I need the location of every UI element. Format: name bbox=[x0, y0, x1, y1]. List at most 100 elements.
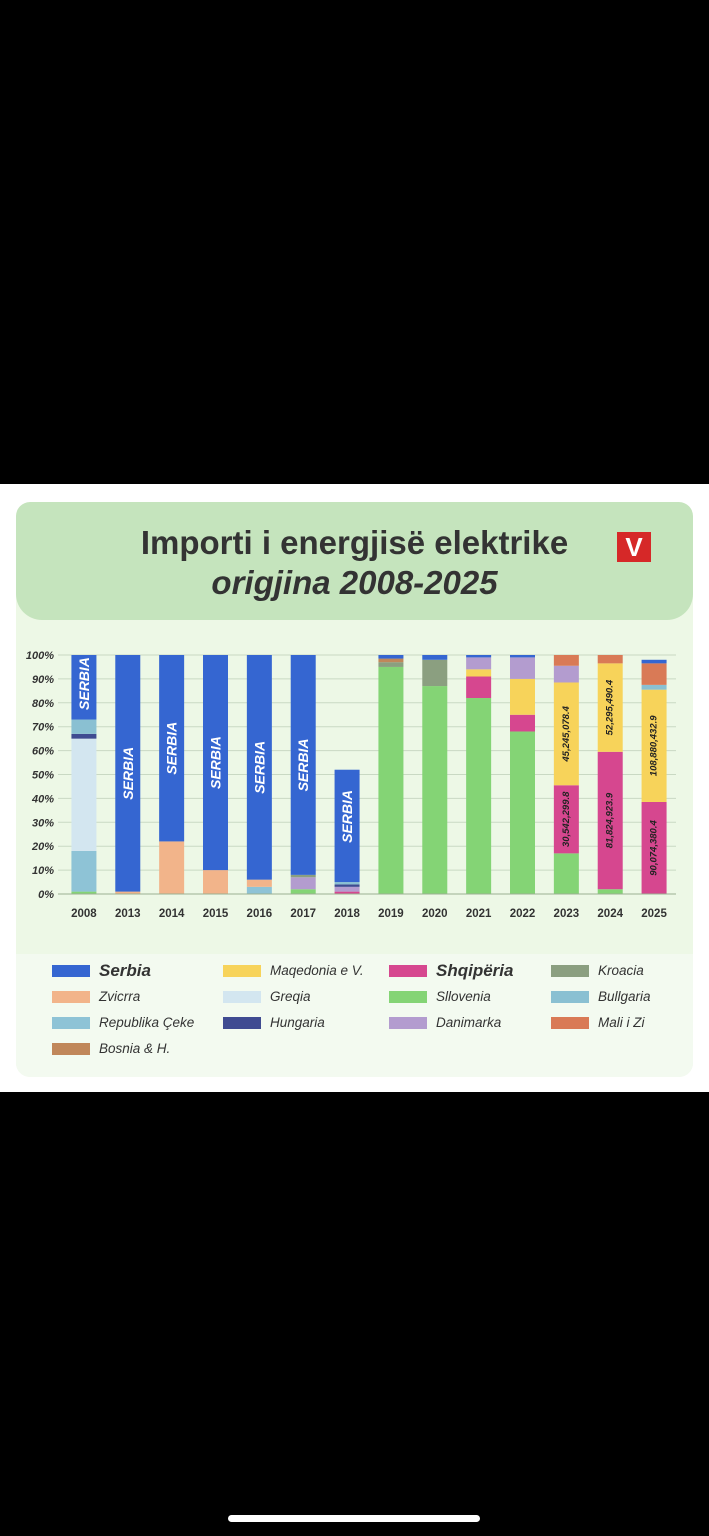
header-banner: Importi i energjisë elektrike origjina 2… bbox=[16, 502, 693, 620]
bar-segment-danimarka bbox=[290, 877, 316, 890]
y-tick-label: 0% bbox=[38, 889, 54, 901]
stacked-bar-chart: 0% 10% 20% 30% 40% 50% 60% 70% 80% 90% 100% 2008 201… bbox=[26, 650, 676, 920]
x-tick-label: 2021 bbox=[466, 908, 492, 920]
legend-swatch bbox=[389, 965, 427, 977]
bar-segment-slovenia bbox=[597, 889, 623, 894]
brand-logo: V bbox=[617, 532, 651, 562]
x-tick-label: 2013 bbox=[115, 908, 141, 920]
value-annotation: 45,245,078.4 bbox=[561, 705, 572, 762]
legend-label: Republika Çeke bbox=[99, 1015, 195, 1030]
legend: Serbia Maqedonia e V. Shqipëria Kroacia Zvic… bbox=[16, 954, 693, 1077]
bar-segment-greqia bbox=[71, 738, 97, 851]
legend-label: Bullgaria bbox=[598, 989, 651, 1004]
bar-segment-maqedonia-e-v- bbox=[597, 663, 623, 752]
bar-segment-maqedonia-e-v- bbox=[510, 678, 535, 715]
bar-segment-bullgaria bbox=[71, 719, 97, 734]
bar-segment-zvicrra bbox=[159, 841, 185, 894]
legend-label: Greqia bbox=[270, 989, 311, 1004]
bar-segment-danimarka bbox=[510, 657, 535, 679]
y-tick-label: 60% bbox=[32, 746, 54, 758]
y-tick-label: 90% bbox=[32, 674, 54, 686]
bar-segment-maqedonia-e-v- bbox=[466, 669, 492, 677]
y-tick-label: 70% bbox=[32, 722, 54, 734]
legend-swatch bbox=[551, 1017, 589, 1029]
bar-segment-mali-i-zi bbox=[553, 655, 579, 666]
legend-swatch bbox=[52, 1017, 90, 1029]
bar-segment-danimarka bbox=[334, 886, 360, 892]
x-tick-label: 2023 bbox=[554, 908, 580, 920]
chart-panel: Importi i energjisë elektrike origjina 2… bbox=[16, 502, 693, 1077]
bar-segment-republika-eke bbox=[71, 850, 97, 892]
chart-subtitle: origjina 2008-2025 bbox=[211, 564, 498, 601]
legend-swatch bbox=[389, 1017, 427, 1029]
bar-segment-serbia bbox=[378, 655, 404, 659]
bar-segment-serbia bbox=[203, 655, 228, 871]
bar-segment-mali-i-zi bbox=[641, 663, 667, 685]
legend-label: Serbia bbox=[99, 961, 151, 980]
bar-segment-bullgaria bbox=[641, 684, 667, 690]
bar-segment-shqip-ria bbox=[641, 801, 667, 894]
y-tick-label: 80% bbox=[32, 698, 54, 710]
x-tick-label: 2025 bbox=[641, 908, 667, 920]
bar-segment-zvicrra bbox=[246, 879, 272, 887]
x-tick-label: 2016 bbox=[247, 908, 273, 920]
legend-label: Kroacia bbox=[598, 963, 644, 978]
x-tick-label: 2024 bbox=[597, 908, 623, 920]
legend-label: Hungaria bbox=[270, 1015, 325, 1030]
bar-segment-shqip-ria bbox=[553, 785, 579, 854]
bar-segment-zvicrra bbox=[203, 870, 228, 894]
bar-segment-serbia bbox=[159, 655, 185, 842]
bar-segment-slovenia bbox=[422, 686, 448, 894]
value-annotation: 81,824,923.9 bbox=[605, 792, 616, 848]
value-annotation: 30,542,299.8 bbox=[561, 791, 572, 847]
bar-segment-kroacia bbox=[290, 874, 316, 878]
legend-swatch bbox=[52, 965, 90, 977]
serbia-bar-label: SERBIA bbox=[208, 736, 224, 789]
y-tick-label: 100% bbox=[26, 650, 54, 662]
x-tick-label: 2008 bbox=[71, 908, 97, 920]
serbia-bar-label: SERBIA bbox=[251, 741, 267, 794]
y-tick-label: 50% bbox=[32, 770, 54, 782]
legend-label: Maqedonia e V. bbox=[270, 963, 364, 978]
y-tick-label: 10% bbox=[32, 865, 54, 877]
bar-segment-serbia bbox=[71, 655, 97, 720]
bar-segment-serbia bbox=[246, 655, 272, 880]
serbia-bar-label: SERBIA bbox=[120, 747, 136, 800]
value-annotation: 90,074,380.4 bbox=[649, 820, 660, 876]
bar-segment-serbia bbox=[115, 655, 141, 892]
home-indicator[interactable] bbox=[228, 1515, 480, 1522]
y-tick-label: 30% bbox=[32, 817, 54, 829]
bar-segment-kroacia bbox=[378, 662, 404, 667]
bar-segment-serbia bbox=[641, 659, 667, 664]
bar-segment-slovenia bbox=[553, 853, 579, 894]
bar-segment-zvicrra bbox=[115, 891, 141, 894]
y-tick-label: 20% bbox=[31, 841, 54, 853]
value-annotation: 108,880,432.9 bbox=[649, 715, 660, 776]
bar-segment-slovenia bbox=[466, 698, 492, 894]
bar-segment-serbia bbox=[422, 655, 448, 660]
bar-segment-slovenia bbox=[290, 889, 316, 894]
legend-label: Shqipëria bbox=[436, 961, 514, 980]
bar-segment-hungaria bbox=[334, 884, 360, 887]
legend-label: Danimarka bbox=[436, 1015, 502, 1030]
bar-segment-kroacia bbox=[422, 659, 448, 687]
bar-segment-mali-i-zi bbox=[597, 655, 623, 664]
value-annotation: 52,295,490.4 bbox=[605, 679, 616, 735]
legend-swatch bbox=[551, 991, 589, 1003]
x-tick-label: 2022 bbox=[510, 908, 536, 920]
bar-segment-shqip-ria bbox=[466, 676, 492, 699]
legend-swatch bbox=[52, 991, 90, 1003]
infographic-card: Importi i energjisë elektrike origjina 2… bbox=[0, 484, 709, 1092]
legend-swatch bbox=[52, 1043, 90, 1055]
chart-title: Importi i energjisë elektrike bbox=[140, 524, 569, 561]
bar-segment-slovenia bbox=[378, 666, 404, 894]
x-tick-label: 2015 bbox=[203, 908, 229, 920]
serbia-bar-label: SERBIA bbox=[295, 738, 311, 791]
legend-label: Sllovenia bbox=[436, 989, 491, 1004]
bar-segment-serbia bbox=[290, 655, 316, 875]
bar-segment-serbia bbox=[510, 655, 535, 658]
legend-label: Mali i Zi bbox=[598, 1015, 645, 1030]
bar-segment-republika-eke bbox=[246, 886, 272, 894]
x-tick-label: 2018 bbox=[334, 908, 360, 920]
legend-swatch bbox=[223, 991, 261, 1003]
